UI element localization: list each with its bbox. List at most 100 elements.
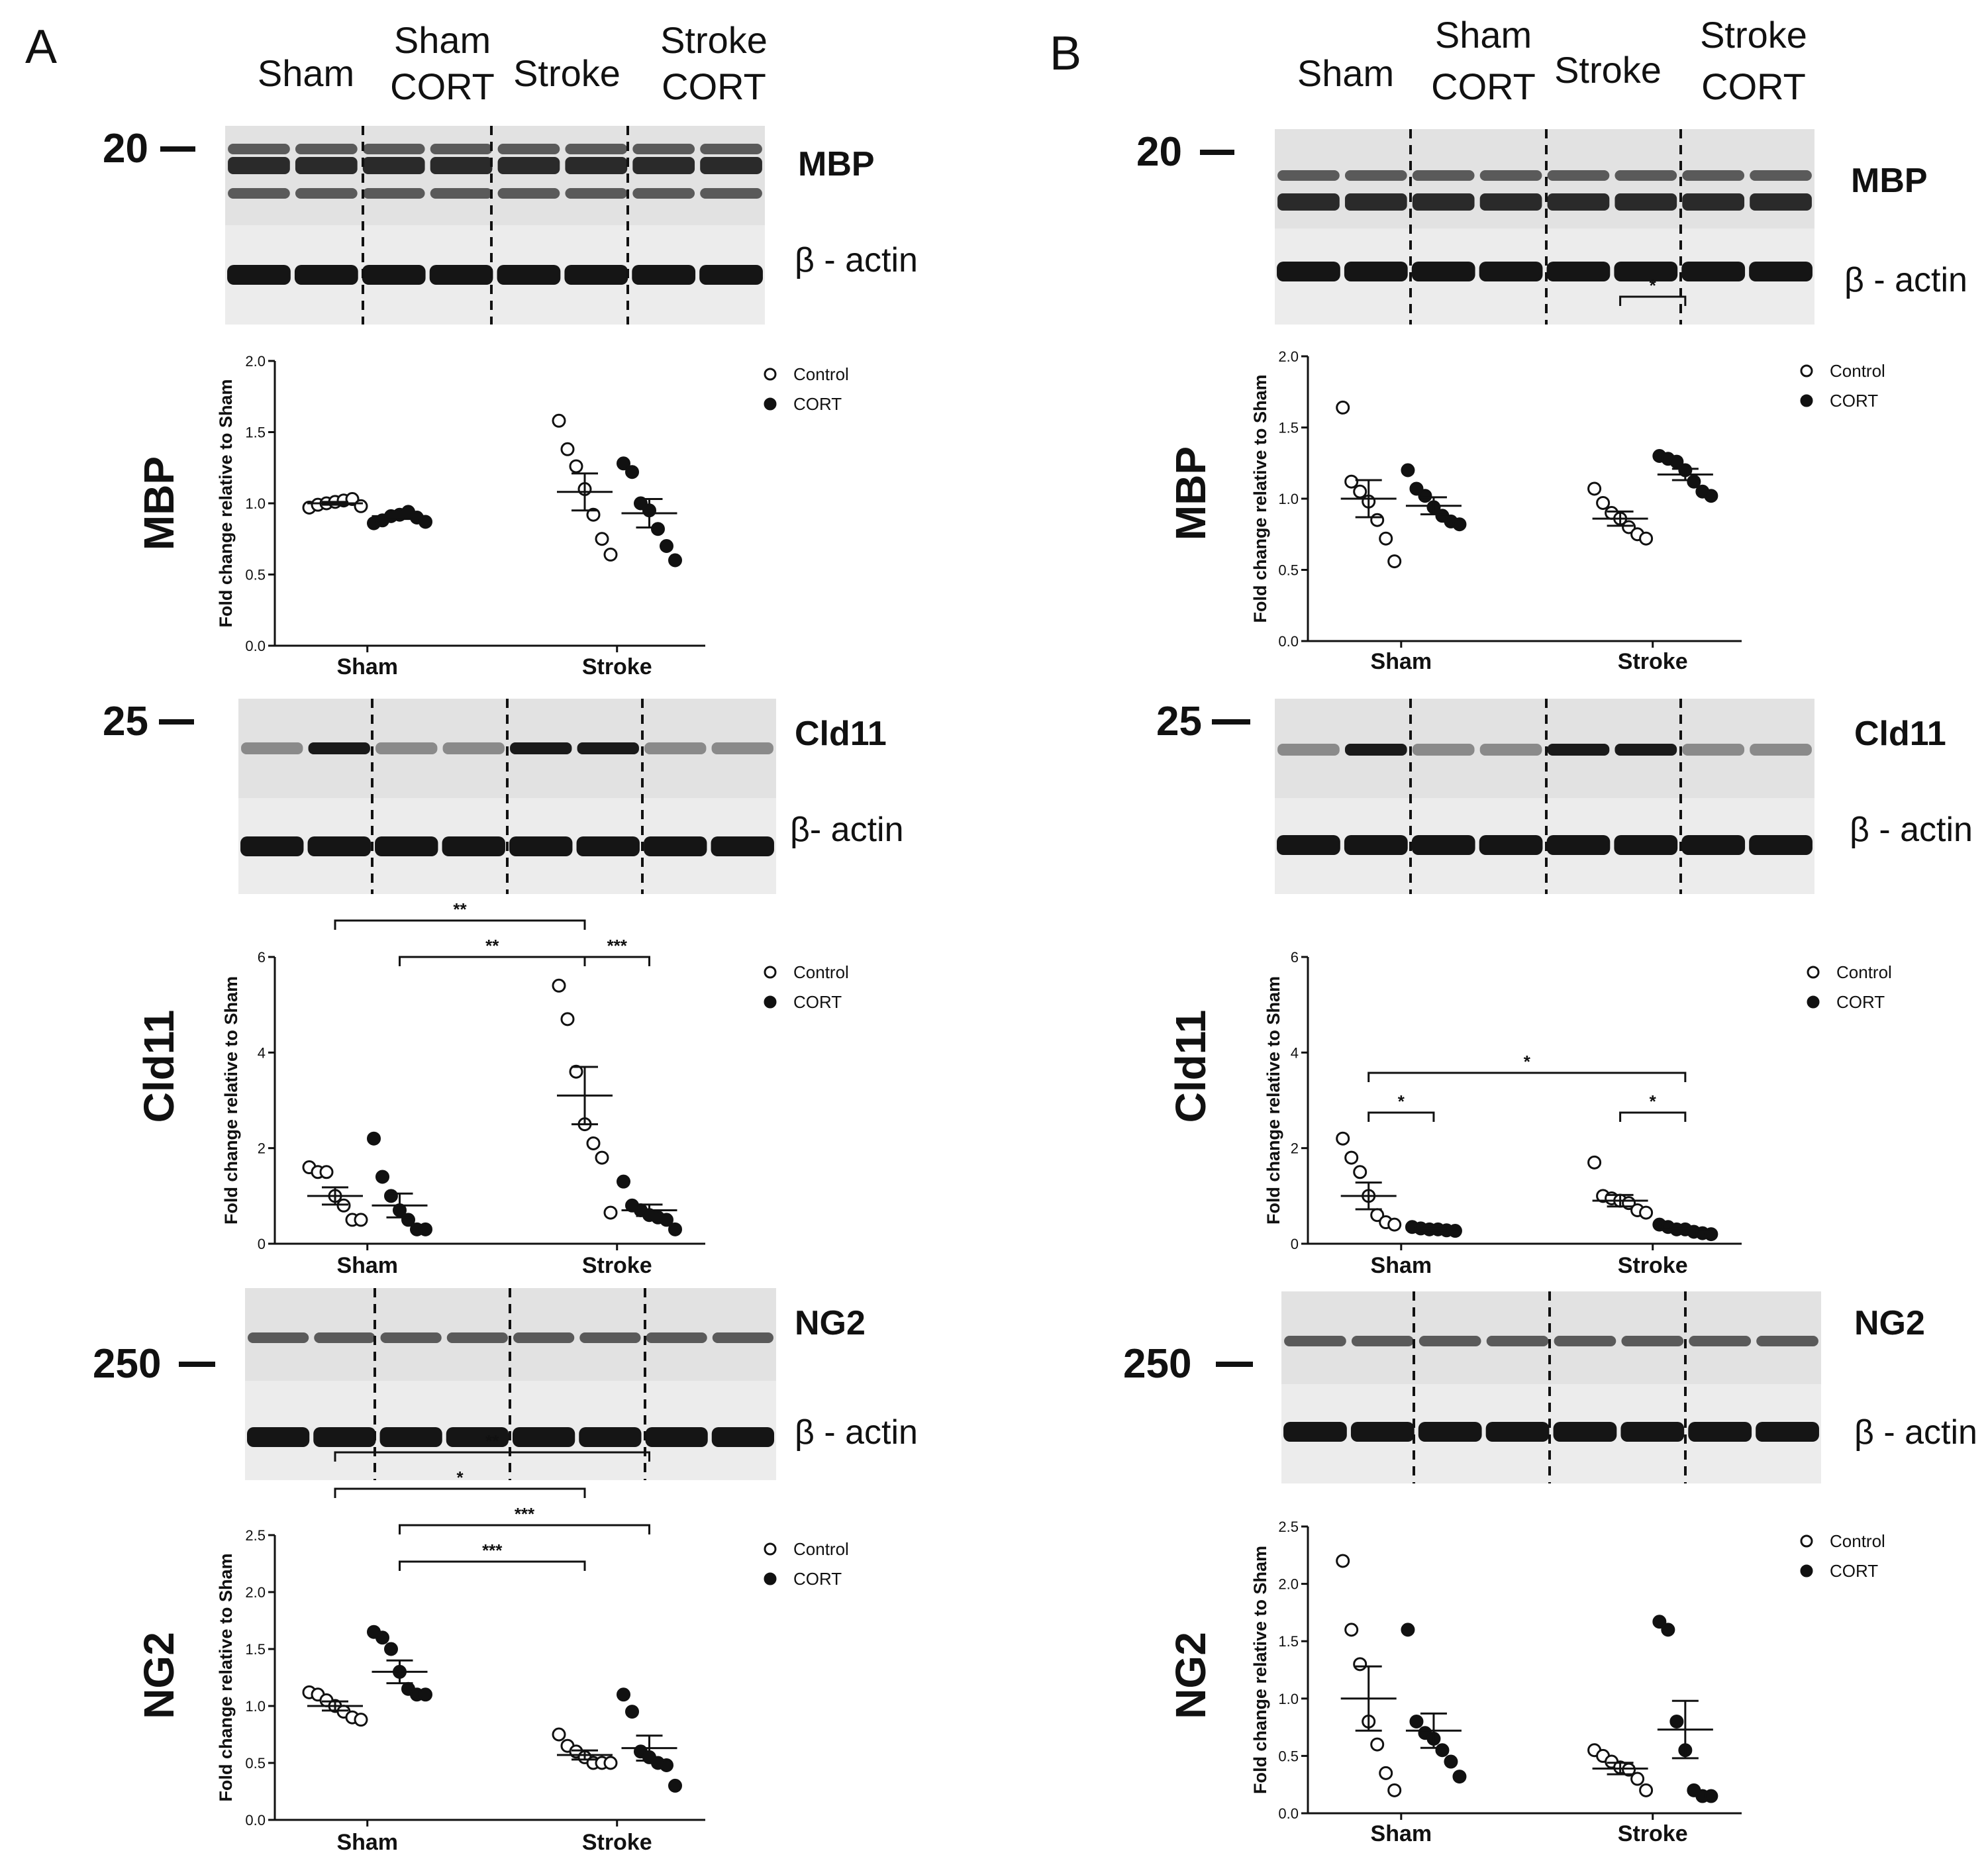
- data-point: [625, 465, 639, 479]
- actin-band: [1756, 1422, 1819, 1442]
- actin-band: [1546, 835, 1611, 855]
- y-tick-label: 0.5: [1278, 1748, 1299, 1764]
- blot-band: [632, 157, 695, 174]
- blot-band: [1486, 1336, 1549, 1346]
- blot-band: [1412, 744, 1475, 756]
- data-point: [603, 1205, 618, 1220]
- blot-band: [1615, 193, 1677, 211]
- band-target-label: Cld11: [1854, 715, 1946, 753]
- y-tick-label: 2.0: [245, 353, 266, 370]
- actin-band: [564, 265, 628, 285]
- y-tick-label: 6: [1291, 949, 1299, 966]
- significance-bracket: [1367, 1111, 1435, 1122]
- legend-control-label: Control: [1830, 361, 1885, 381]
- data-point: [1639, 1205, 1654, 1220]
- data-point: [1704, 1789, 1718, 1803]
- blot-band: [712, 1332, 773, 1343]
- legend-control-marker: [1800, 1534, 1813, 1548]
- blot-band: [362, 144, 425, 154]
- data-point: [345, 492, 360, 507]
- molecular-weight-marker: 25: [1156, 699, 1202, 744]
- band-actin-label: β - actin: [1850, 811, 1973, 849]
- blot-band: [497, 157, 560, 174]
- blot-mbp-a: 20 MBP β - actin: [103, 126, 918, 325]
- column-header: Stroke: [660, 19, 768, 61]
- data-point: [1587, 481, 1602, 496]
- molecular-weight-marker: 20: [103, 126, 148, 172]
- y-tick-label: 0.0: [245, 638, 266, 654]
- legend-cort-label: CORT: [1830, 391, 1878, 411]
- blot-band: [1277, 193, 1340, 211]
- chart-layer: MBP Fold change relative to Sham 0.0 0.5 1.0…: [135, 275, 1892, 1853]
- row-label: NG2: [1167, 1632, 1215, 1719]
- significance-label: *: [1398, 1091, 1405, 1111]
- data-point: [560, 1012, 575, 1027]
- blot-band: [1351, 1336, 1414, 1346]
- data-point: [668, 1222, 682, 1236]
- blot-band: [228, 188, 290, 199]
- column-header: Sham: [1435, 14, 1532, 56]
- data-point: [354, 1213, 368, 1227]
- actin-band: [1681, 262, 1746, 281]
- blot-band: [1418, 1336, 1481, 1346]
- blot-band: [646, 1332, 707, 1343]
- actin-band: [1350, 1422, 1415, 1442]
- legend-cort-marker: [764, 397, 777, 411]
- significance-label: ***: [607, 936, 628, 956]
- significance-bracket: [399, 1524, 650, 1534]
- y-tick-label: 1.5: [245, 425, 266, 441]
- data-point: [1435, 1743, 1450, 1758]
- significance-bracket: [334, 919, 586, 930]
- y-tick-label: 1.0: [1278, 1691, 1299, 1707]
- data-point: [560, 442, 575, 456]
- blot-band: [228, 157, 290, 174]
- y-tick-label: 1.0: [245, 495, 266, 512]
- y-axis-label: Fold change relative to Sham: [221, 976, 241, 1225]
- actin-band: [1614, 835, 1678, 855]
- significance-label: **: [453, 899, 467, 919]
- data-point: [1704, 1227, 1718, 1242]
- actin-band: [1620, 1422, 1685, 1442]
- data-point: [1669, 454, 1684, 469]
- y-tick-label: 1.5: [1278, 420, 1299, 436]
- significance-bracket: [1619, 1111, 1687, 1122]
- actin-band: [227, 265, 291, 285]
- actin-band: [497, 265, 561, 285]
- legend-control-marker: [764, 966, 777, 979]
- blot-band: [1547, 744, 1610, 756]
- data-point: [552, 978, 566, 993]
- blot-band: [1547, 193, 1610, 211]
- data-point: [1387, 1783, 1402, 1797]
- panel-letter: B: [1050, 27, 1081, 80]
- dot-plot-cld11-b: Cld11 Fold change relative to Sham 0 2 4 6 Sha…: [1167, 949, 1892, 1278]
- blot-band: [446, 1332, 508, 1343]
- data-point: [1622, 520, 1636, 534]
- blot-band: [308, 742, 370, 754]
- legend-control-label: Control: [793, 962, 849, 982]
- y-tick-label: 2.0: [1278, 348, 1299, 365]
- data-point: [1587, 1155, 1602, 1170]
- significance-label: **: [485, 936, 499, 956]
- legend-cort-marker: [1800, 394, 1813, 407]
- blot-band: [1682, 170, 1745, 181]
- blot-band: [700, 144, 762, 154]
- blot-band: [1756, 1336, 1818, 1346]
- dot-plot-mbp-b: MBP Fold change relative to Sham 0.0 0.5 1.0…: [1167, 275, 1885, 674]
- molecular-weight-marker: 20: [1136, 129, 1182, 175]
- y-tick-label: 1.0: [1278, 491, 1299, 507]
- x-category-label: Sham: [1371, 649, 1432, 674]
- blot-band: [430, 144, 493, 154]
- legend-control-label: Control: [1836, 962, 1892, 982]
- legend-cort-marker: [764, 1572, 777, 1585]
- data-point: [569, 1064, 583, 1079]
- dot-plot-mbp-a: MBP Fold change relative to Sham 0.0 0.5 1.0…: [135, 353, 849, 679]
- data-point: [1387, 554, 1402, 569]
- legend-cort-label: CORT: [793, 1569, 842, 1589]
- dot-plot-cld11-a: Cld11 Fold change relative to Sham 0 2 4 6 Sha…: [135, 899, 849, 1278]
- actin-band: [632, 265, 696, 285]
- legend-cort-marker: [1807, 995, 1820, 1009]
- band-target-label: MBP: [798, 145, 875, 183]
- legend-control-marker: [764, 368, 777, 381]
- actin-band: [1479, 262, 1543, 281]
